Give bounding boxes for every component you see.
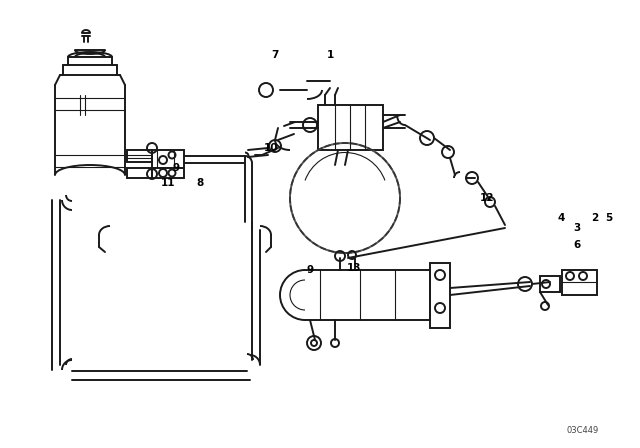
Text: 1: 1 — [326, 50, 333, 60]
Bar — [152, 168, 184, 178]
Text: 5: 5 — [605, 213, 612, 223]
Text: 4: 4 — [557, 213, 564, 223]
Text: 9: 9 — [307, 265, 314, 275]
Text: 10: 10 — [264, 143, 278, 153]
Text: 7: 7 — [271, 50, 278, 60]
Text: 11: 11 — [161, 178, 175, 188]
Bar — [318, 105, 383, 150]
Text: 6: 6 — [573, 240, 580, 250]
Bar — [430, 263, 450, 328]
Bar — [562, 270, 597, 295]
Text: 03C449: 03C449 — [567, 426, 599, 435]
Text: 2: 2 — [591, 213, 598, 223]
Text: 13: 13 — [347, 263, 361, 273]
Text: 9: 9 — [172, 163, 180, 173]
Bar — [152, 150, 184, 168]
Bar — [540, 276, 560, 292]
Text: 8: 8 — [196, 178, 204, 188]
Bar — [127, 168, 152, 178]
Bar — [127, 150, 152, 162]
Text: 12: 12 — [480, 193, 494, 203]
Text: 3: 3 — [573, 223, 580, 233]
